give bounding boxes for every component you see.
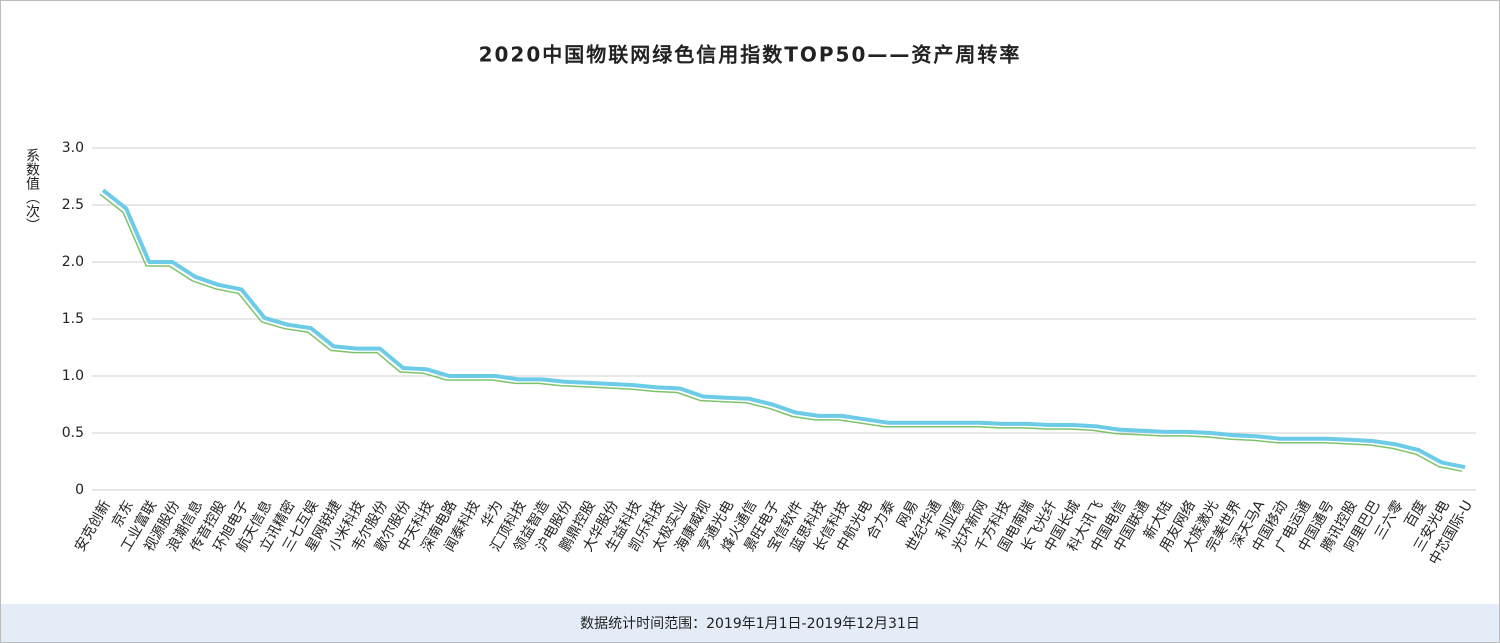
line [101,188,1466,470]
y-tick-label: 1.0 [62,368,84,384]
line-shadow [99,193,1463,472]
y-tick-label: 3.0 [62,140,84,156]
y-tick-label: 0.5 [62,425,84,441]
footer-band [1,604,1499,642]
y-axis-label: 系数值（次） [24,148,40,232]
chart-title: 2020中国物联网绿色信用指数TOP50——资产周转率 [479,43,1022,67]
y-tick-label: 2.5 [62,197,84,213]
y-tick-label: 0 [75,482,84,498]
y-tick-label: 1.5 [62,311,84,327]
y-tick-label: 2.0 [62,254,84,270]
footnote: 数据统计时间范围：2019年1月1日-2019年12月31日 [580,615,920,632]
